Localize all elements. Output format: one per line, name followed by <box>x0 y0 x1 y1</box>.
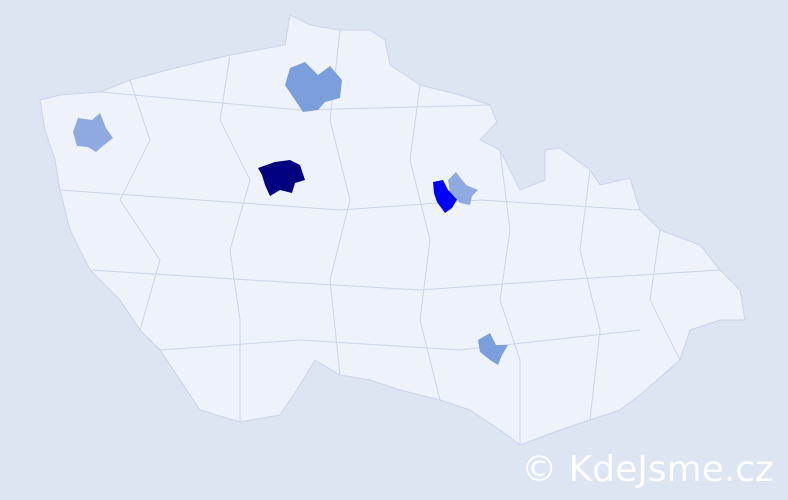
region-low-east <box>448 172 478 205</box>
region-medium-south <box>478 333 508 365</box>
region-low-west <box>73 113 113 152</box>
country-outline <box>39 14 746 446</box>
region-high-east <box>433 180 458 213</box>
region-medium-north <box>285 62 342 112</box>
watermark: © KdeJsme.cz <box>521 449 774 490</box>
region-highest <box>258 160 305 196</box>
